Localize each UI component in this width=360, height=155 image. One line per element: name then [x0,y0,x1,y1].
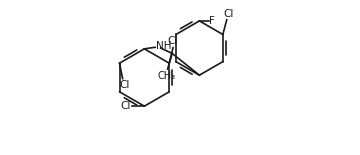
Text: F: F [210,16,215,26]
Text: Cl: Cl [168,36,178,46]
Text: CH₃: CH₃ [158,71,176,81]
Text: Cl: Cl [119,80,129,90]
Text: NH: NH [156,42,171,51]
Text: Cl: Cl [223,9,234,19]
Text: Cl: Cl [120,101,130,111]
